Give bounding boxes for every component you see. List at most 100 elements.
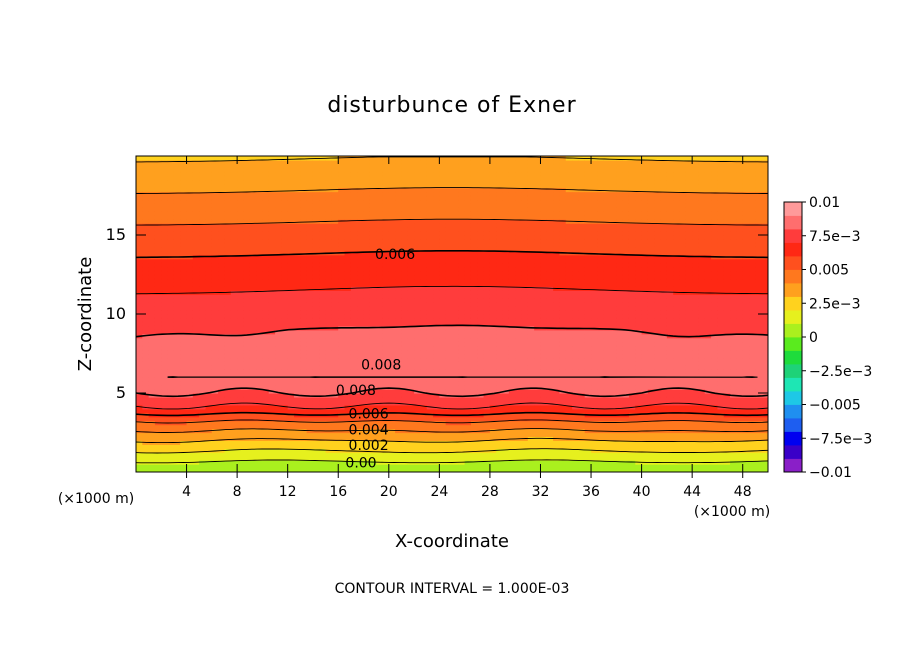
- contour-cell: [154, 345, 162, 351]
- contour-cell: [294, 227, 301, 232]
- contour-cell: [477, 456, 485, 461]
- contour-cell: [395, 258, 403, 264]
- contour-cell: [180, 369, 188, 374]
- contour-cell: [224, 266, 232, 272]
- contour-cell: [363, 404, 371, 410]
- contour-cell: [211, 464, 219, 469]
- contour-cell: [527, 389, 535, 394]
- contour-cell: [237, 163, 245, 169]
- contour-cell: [452, 337, 459, 343]
- contour-cell: [224, 306, 232, 311]
- contour-cell: [433, 223, 440, 228]
- contour-cell: [294, 250, 301, 256]
- contour-cell: [275, 420, 282, 426]
- contour-cell: [256, 345, 263, 351]
- contour-cell: [489, 456, 497, 461]
- contour-cell: [319, 191, 327, 197]
- contour-cell: [192, 167, 200, 173]
- contour-cell: [294, 464, 301, 469]
- contour-cell: [508, 171, 516, 177]
- contour-cell: [199, 432, 207, 438]
- contour-cell: [452, 191, 459, 197]
- contour-cell: [521, 199, 529, 204]
- contour-cell: [363, 238, 371, 244]
- contour-cell: [452, 163, 459, 169]
- contour-cell: [470, 274, 478, 280]
- contour-cell: [306, 286, 314, 291]
- contour-cell: [458, 219, 466, 224]
- contour-cell: [154, 424, 162, 430]
- contour-cell: [376, 274, 384, 280]
- contour-cell: [243, 408, 251, 414]
- contour-cell: [142, 385, 150, 390]
- contour-cell: [414, 242, 421, 248]
- contour-cell: [350, 314, 358, 319]
- contour-cell: [445, 159, 453, 165]
- contour-cell: [199, 444, 207, 449]
- contour-cell: [331, 238, 339, 244]
- contour-cell: [382, 262, 390, 268]
- contour-cell: [306, 171, 314, 177]
- contour-cell: [401, 235, 409, 240]
- contour-cell: [300, 211, 308, 216]
- contour-cell: [464, 286, 472, 291]
- contour-cell: [470, 468, 478, 472]
- contour-cell: [173, 203, 181, 208]
- contour-cell: [167, 317, 175, 323]
- contour-cell: [268, 424, 276, 430]
- contour-cell: [312, 199, 320, 204]
- contour-cell: [306, 274, 314, 280]
- contour-cell: [433, 369, 440, 374]
- contour-cell: [470, 246, 478, 252]
- contour-cell: [230, 404, 238, 410]
- contour-cell: [382, 440, 390, 445]
- contour-cell: [192, 262, 200, 268]
- contour-cell: [154, 357, 162, 362]
- contour-cell: [300, 298, 308, 303]
- contour-cell: [211, 306, 219, 311]
- contour-cell: [211, 298, 219, 303]
- contour-cell: [388, 452, 396, 457]
- contour-cell: [414, 329, 421, 335]
- contour-cell: [470, 219, 478, 224]
- contour-cell: [161, 369, 169, 374]
- contour-cell: [211, 207, 219, 212]
- contour-cell: [388, 219, 396, 224]
- contour-cell: [287, 238, 295, 244]
- contour-cell: [338, 179, 346, 185]
- contour-cell: [363, 278, 371, 283]
- contour-cell: [237, 416, 245, 422]
- contour-cell: [515, 393, 523, 398]
- contour-cell: [407, 424, 415, 430]
- contour-cell: [445, 314, 453, 319]
- contour-cell: [483, 333, 491, 339]
- contour-cell: [470, 353, 478, 359]
- contour-cell: [445, 223, 453, 228]
- contour-cell: [496, 432, 504, 438]
- contour-cell: [363, 440, 371, 445]
- contour-cell: [452, 215, 459, 220]
- contour-cell: [192, 278, 200, 283]
- contour-cell: [167, 262, 175, 268]
- contour-cell: [464, 396, 472, 402]
- contour-cell: [148, 456, 156, 461]
- contour-cell: [401, 274, 409, 280]
- contour-cell: [300, 408, 308, 414]
- contour-cell: [477, 381, 485, 386]
- contour-cell: [287, 357, 295, 362]
- contour-cell: [192, 235, 200, 240]
- contour-cell: [376, 156, 384, 161]
- contour-cell: [148, 317, 156, 323]
- contour-cell: [521, 321, 529, 327]
- contour-cell: [262, 262, 270, 268]
- contour-cell: [243, 203, 251, 208]
- contour-cell: [218, 294, 226, 299]
- contour-cell: [154, 373, 162, 378]
- contour-cell: [470, 282, 478, 287]
- contour-cell: [325, 337, 333, 343]
- contour-cell: [369, 219, 377, 224]
- contour-cell: [508, 235, 516, 240]
- contour-cell: [515, 211, 523, 216]
- contour-cell: [357, 349, 365, 355]
- contour-cell: [433, 440, 440, 445]
